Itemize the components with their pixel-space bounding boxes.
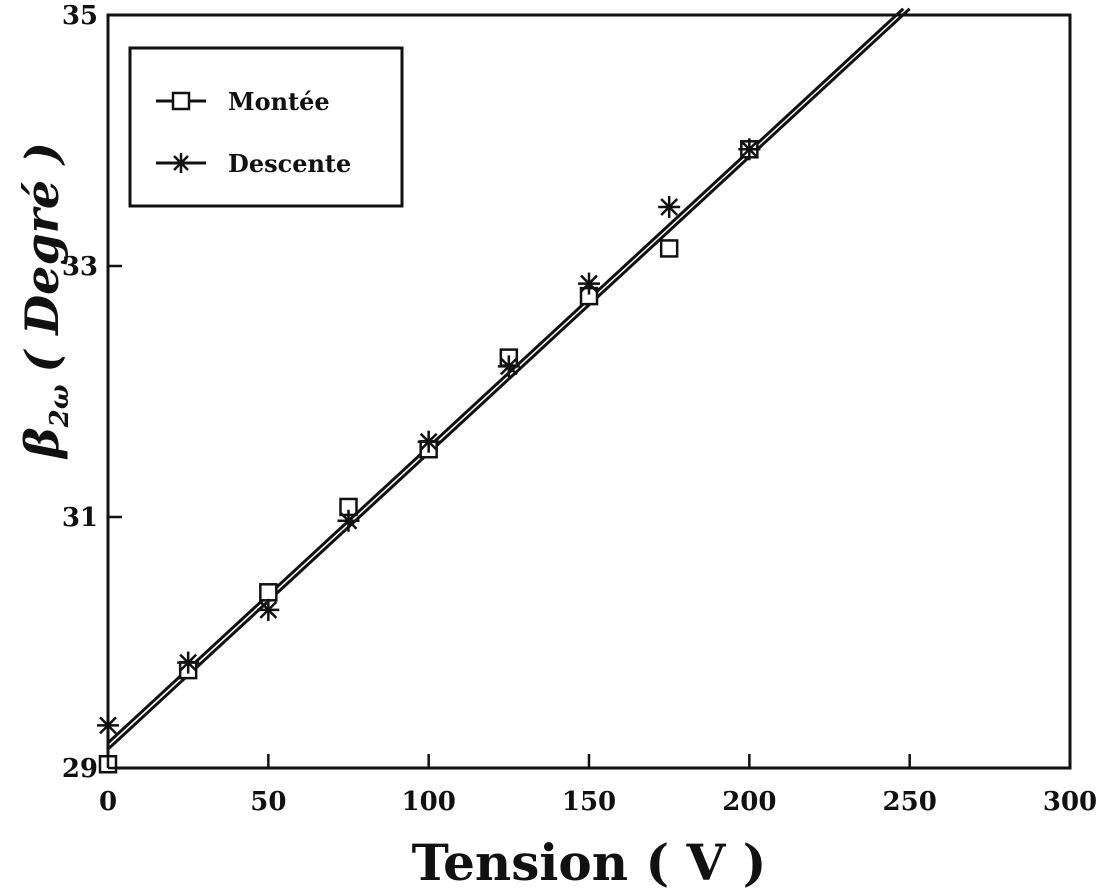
y-tick-label: 29: [62, 754, 98, 784]
fit-line-series-1: [106, 7, 905, 745]
x-tick-label: 300: [1043, 787, 1097, 817]
x-tick-label: 200: [722, 787, 776, 817]
legend-item-montee: Montée: [156, 87, 330, 116]
fit-lines: [106, 7, 911, 751]
x-tick-label: 100: [402, 787, 456, 817]
x-tick-label: 250: [883, 787, 937, 817]
data-point-asterisk: [257, 598, 280, 621]
x-tick-label: 0: [99, 787, 117, 817]
y-tick-label: 35: [62, 1, 98, 31]
data-point-square: [259, 583, 278, 602]
data-markers: [97, 138, 761, 774]
x-tick-label: 150: [562, 787, 616, 817]
y-axis-ticks: 29 31 33 35: [62, 1, 122, 784]
data-point-square: [659, 239, 679, 258]
data-point-asterisk: [497, 355, 520, 378]
data-point-asterisk: [97, 714, 119, 737]
fit-line-series-0: [106, 7, 911, 751]
x-tick-label: 50: [250, 787, 286, 817]
legend-box: [128, 46, 404, 208]
y-axis-symbol: β: [15, 427, 69, 460]
data-point-asterisk: [417, 430, 440, 453]
y-tick-label: 33: [62, 252, 98, 282]
y-axis-subscript: 2ω: [45, 384, 75, 428]
legend-item-descente: Descente: [156, 149, 351, 178]
x-axis-ticks: 0 50 100 150 200 250 300: [99, 754, 1097, 817]
x-axis-title: Tension ( V ): [412, 833, 767, 892]
legend-square-marker: [171, 91, 191, 111]
data-point-asterisk: [177, 651, 200, 674]
y-axis-title: β2ω ( Degré ): [15, 142, 75, 460]
y-tick-label: 31: [62, 503, 98, 533]
data-point-asterisk: [578, 272, 600, 295]
y-axis-unit: ( Degré ): [15, 142, 69, 372]
legend-asterisk-marker: [171, 153, 191, 173]
data-point-asterisk: [658, 196, 681, 219]
legend: Montée Descente: [128, 46, 404, 208]
data-point-asterisk: [738, 138, 761, 161]
legend-label-montee: Montée: [228, 87, 330, 116]
legend-label-descente: Descente: [228, 149, 351, 178]
data-point-asterisk: [337, 509, 360, 532]
svg-text:β2ω( Degré ): β2ω ( Degré ): [15, 142, 75, 460]
